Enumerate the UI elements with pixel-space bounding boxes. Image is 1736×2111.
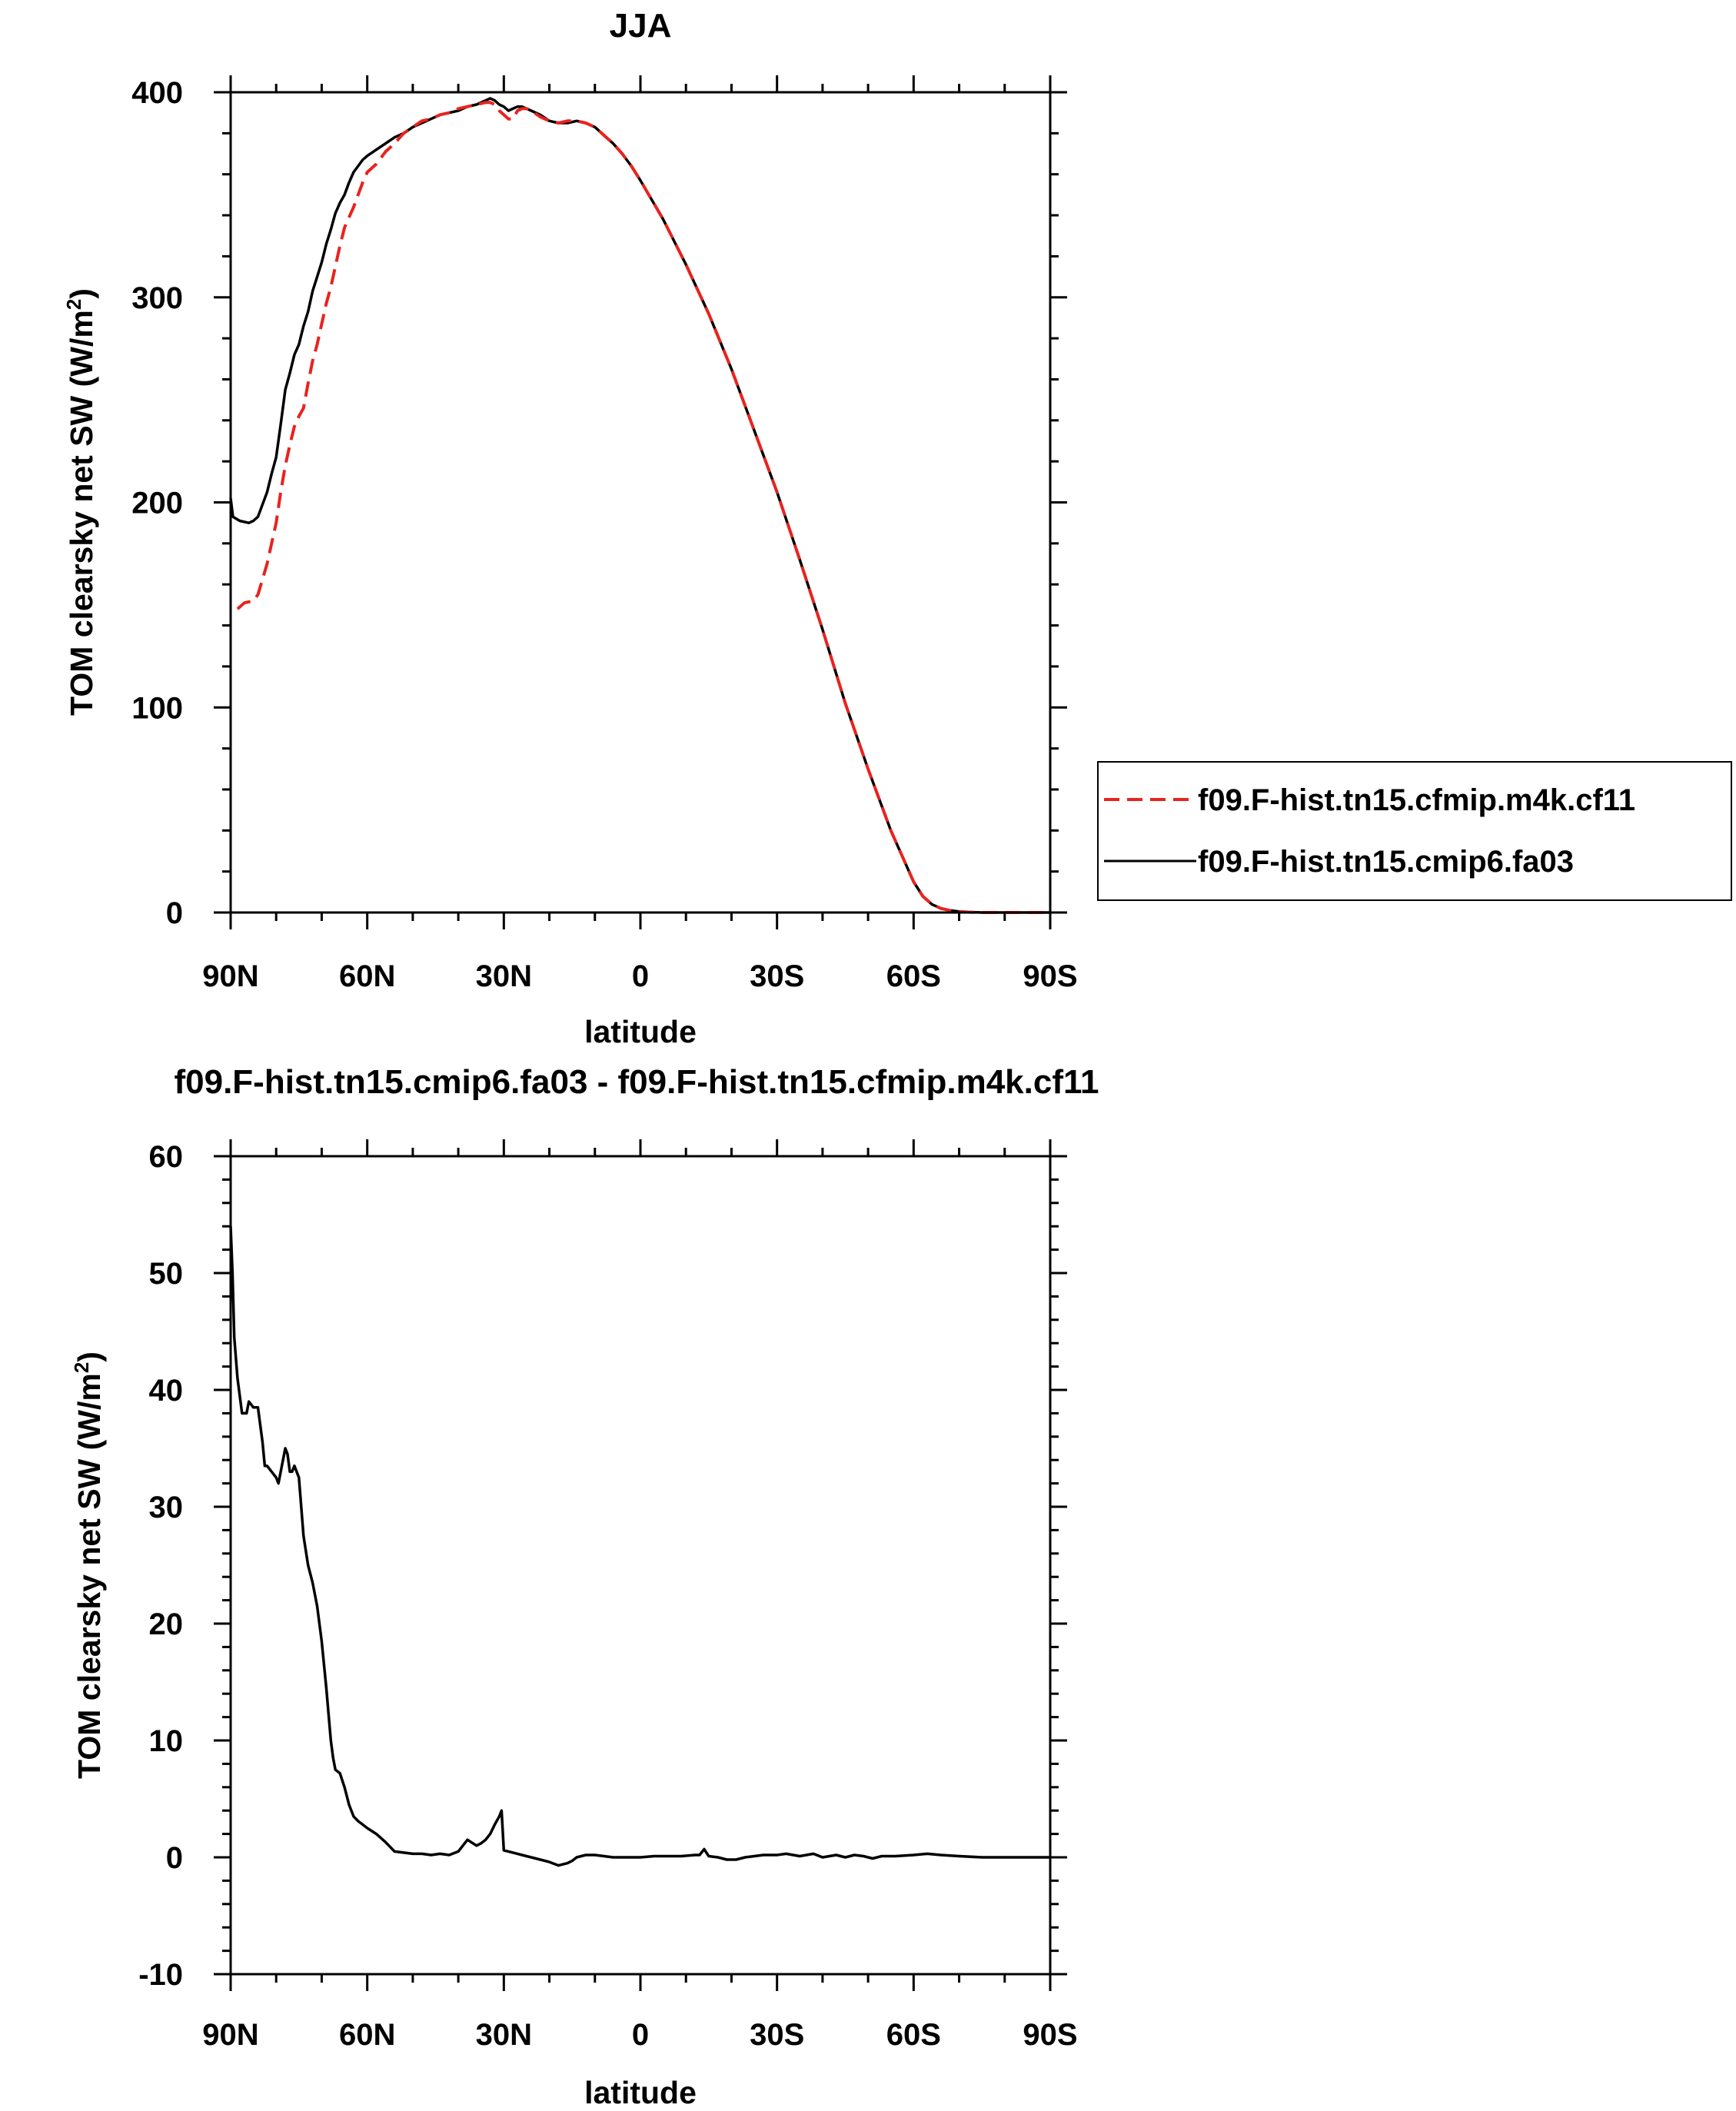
y-tick-label: 30 (149, 1491, 184, 1524)
x-tick-label: 30N (476, 2018, 532, 2052)
x-tick-label: 60S (886, 2018, 941, 2052)
bottom-panel-x-axis-label: latitude (584, 2075, 697, 2110)
top-panel-title: JJA (610, 7, 672, 45)
y-tick-label: 60 (149, 1140, 184, 1174)
bottom-panel-frame (229, 1155, 1052, 1976)
bottom-panel: f09.F-hist.tn15.cmip6.fa03 - f09.F-hist.… (70, 1063, 1099, 2110)
x-tick-label: 30S (750, 2018, 804, 2052)
top-panel-x-tick-labels: 90N 60N 30N 0 30S 60S 90S (202, 959, 1077, 993)
y-tick-label: 0 (166, 1841, 183, 1875)
bottom-panel-y-axis-label: TOM clearsky net SW (W/m2) (70, 1351, 107, 1779)
y-tick-label: 400 (131, 76, 183, 110)
y-tick-label: 200 (131, 487, 183, 520)
series-line-2 (229, 97, 1050, 914)
x-tick-label: 60N (339, 959, 395, 993)
legend-label-series-1: f09.F-hist.tn15.cfmip.m4k.cf11 (1198, 783, 1635, 817)
y-tick-label: -10 (138, 1958, 183, 1992)
top-panel-x-axis-label: latitude (584, 1014, 697, 1049)
x-tick-label: 90N (202, 959, 258, 993)
legend-label-series-2: f09.F-hist.tn15.cmip6.fa03 (1198, 845, 1574, 879)
x-tick-label: 0 (632, 2018, 649, 2052)
x-tick-label: 60N (339, 2018, 395, 2052)
y-tick-label: 10 (149, 1724, 184, 1758)
top-panel-frame (229, 91, 1052, 914)
bottom-panel-lines (229, 1226, 1050, 1867)
y-tick-label: 40 (149, 1374, 184, 1408)
x-tick-label: 60S (886, 959, 941, 993)
x-tick-label: 30S (750, 959, 804, 993)
y-tick-label: 0 (166, 896, 183, 930)
top-panel-y-tick-labels: 0 100 200 300 400 (131, 76, 183, 930)
y-tick-label: 50 (149, 1257, 184, 1291)
top-panel: JJA 90N 60N 30N 0 30S 60S 90S 0 100 200 300 400 la… (62, 7, 1732, 1049)
top-panel-lines (229, 97, 1050, 914)
x-tick-label: 90N (202, 2018, 258, 2052)
x-tick-label: 90S (1023, 2018, 1077, 2052)
y-tick-label: 20 (149, 1607, 184, 1641)
legend: f09.F-hist.tn15.cfmip.m4k.cf11 f09.F-his… (1097, 761, 1732, 901)
y-tick-label: 100 (131, 691, 183, 725)
series-line-1 (229, 1226, 1050, 1867)
bottom-panel-ticks (214, 1139, 1067, 1991)
top-panel-y-axis-label: TOM clearsky net SW (W/m2) (62, 288, 99, 716)
bottom-panel-y-tick-labels: -10 0 10 20 30 40 50 60 (138, 1140, 183, 1992)
x-tick-label: 90S (1023, 959, 1077, 993)
bottom-panel-x-tick-labels: 90N 60N 30N 0 30S 60S 90S (202, 2018, 1077, 2052)
x-tick-label: 30N (476, 959, 532, 993)
legend-box (1097, 761, 1732, 901)
series-line-1 (236, 101, 1050, 914)
bottom-panel-title: f09.F-hist.tn15.cmip6.fa03 - f09.F-hist.… (174, 1063, 1099, 1101)
x-tick-label: 0 (632, 959, 649, 993)
y-tick-label: 300 (131, 281, 183, 315)
top-panel-ticks (214, 75, 1067, 929)
